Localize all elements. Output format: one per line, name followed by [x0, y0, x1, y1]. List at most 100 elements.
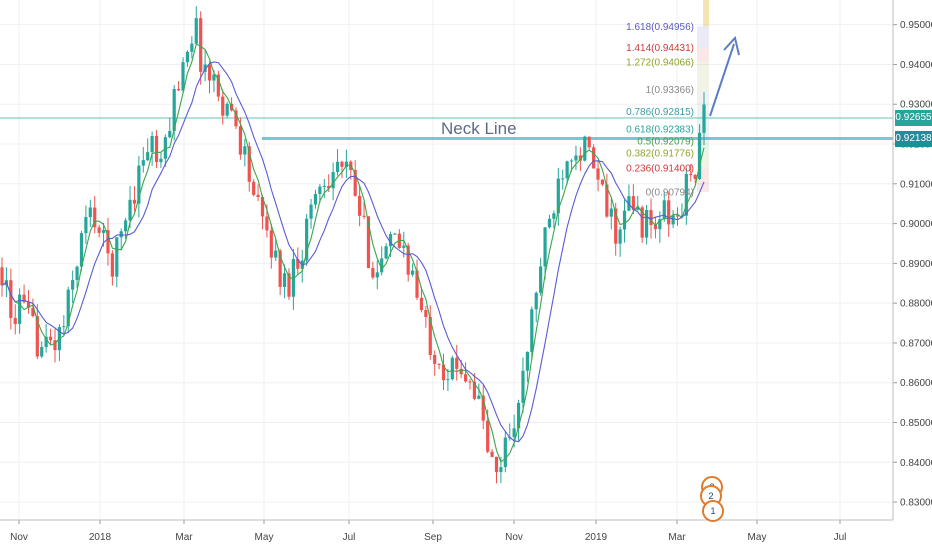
candle-body [627, 196, 631, 211]
candle-body [671, 215, 675, 225]
fib-level-label: 0(0.90794) [646, 188, 694, 199]
candle-body [194, 18, 198, 44]
candle-body [552, 213, 556, 219]
candle-body [318, 186, 322, 195]
candle-body [640, 207, 644, 238]
candle-body [0, 267, 4, 286]
candle-body [9, 280, 13, 318]
candle-body [132, 199, 137, 204]
candle-body [477, 395, 481, 399]
candle-body [62, 326, 66, 328]
neck-line-price-tag: 0.92138 [895, 130, 932, 147]
candle-body [353, 169, 357, 196]
candle-body [419, 297, 424, 311]
candle-body [216, 74, 220, 97]
candle-body [468, 381, 472, 383]
candle-body [247, 146, 251, 182]
fib-level-label: 1(0.93366) [646, 85, 694, 96]
fib-level-label: 1.414(0.94431) [626, 43, 694, 54]
y-tick-label: 0.95000 [900, 20, 932, 31]
grid [0, 0, 893, 520]
candle-body [702, 104, 706, 133]
candle-body [684, 174, 688, 216]
candle-body [437, 363, 441, 365]
candle-body [225, 103, 229, 116]
fib-level-label: 0.5(0.92079) [637, 136, 694, 147]
candle-body [185, 51, 190, 63]
candle-body [446, 379, 450, 381]
candle-body [516, 402, 521, 429]
fib-level-label: 0.786(0.92815) [626, 107, 694, 118]
candle-body [154, 135, 159, 163]
candle-body [322, 186, 326, 188]
x-tick-label: Nov [505, 532, 523, 543]
candle-body [203, 64, 207, 72]
candle-body [402, 245, 406, 248]
fib-level-label: 0.382(0.91776) [626, 148, 694, 159]
x-tick-label: May [255, 532, 274, 543]
candle-body [22, 294, 26, 303]
candle-body [697, 132, 702, 179]
candle-body [596, 168, 600, 180]
candle-body [490, 451, 494, 457]
candle-body [600, 179, 605, 185]
candle-body [569, 160, 574, 162]
candle-body [159, 158, 163, 163]
candle-body [622, 210, 627, 230]
candle-body [35, 316, 39, 357]
fib-level-label: 0.618(0.92383) [626, 124, 694, 135]
candle-body [393, 233, 397, 235]
candle-body [366, 216, 371, 269]
candle-body [503, 437, 507, 468]
candle-body [631, 196, 635, 210]
candle-body [415, 270, 419, 298]
candle-body [689, 174, 693, 176]
candles [0, 6, 706, 484]
candle-body [238, 126, 243, 155]
candle-body [472, 381, 477, 399]
candle-body [592, 147, 596, 169]
x-tick-label: Jul [834, 532, 847, 543]
candle-body [282, 273, 287, 287]
candle-body [587, 136, 591, 148]
projection-arrow-line [709, 43, 735, 117]
candle-body [424, 310, 428, 318]
candle-body [84, 217, 88, 234]
candle-body [574, 155, 578, 161]
fib-level-label: 0.236(0.91400) [626, 163, 694, 174]
candle-body [305, 218, 309, 261]
candle-body [146, 152, 150, 161]
fib-band [697, 47, 709, 62]
candle-body [556, 178, 560, 214]
candle-body [40, 346, 44, 357]
candle-body [75, 266, 79, 280]
candle-body [605, 184, 609, 217]
candle-body [481, 395, 485, 421]
projection-arrow-head [723, 35, 740, 56]
candle-body [335, 161, 340, 173]
candle-body [88, 207, 92, 218]
candle-body [48, 336, 53, 341]
neck-line-label: Neck Line [441, 119, 517, 138]
candle-body [79, 233, 84, 267]
event-badge[interactable]: 1 [702, 500, 724, 522]
candle-body [693, 175, 697, 179]
arrow-annotation [709, 35, 740, 117]
candle-body [609, 208, 613, 217]
candle-body [455, 357, 459, 369]
candle-body [362, 215, 366, 217]
candle-body [207, 64, 212, 81]
fib-labels: 1.618(0.94956) 1.414(0.94431) 1.272(0.9406… [626, 22, 694, 199]
candle-body [150, 135, 154, 153]
candle-body [658, 219, 662, 230]
candle-body [441, 364, 446, 381]
neck-lines [0, 117, 893, 141]
candle-body [212, 74, 216, 81]
candle-body [530, 309, 534, 352]
fib-level-label: 1.618(0.94956) [626, 22, 694, 33]
candle-body [296, 258, 300, 269]
